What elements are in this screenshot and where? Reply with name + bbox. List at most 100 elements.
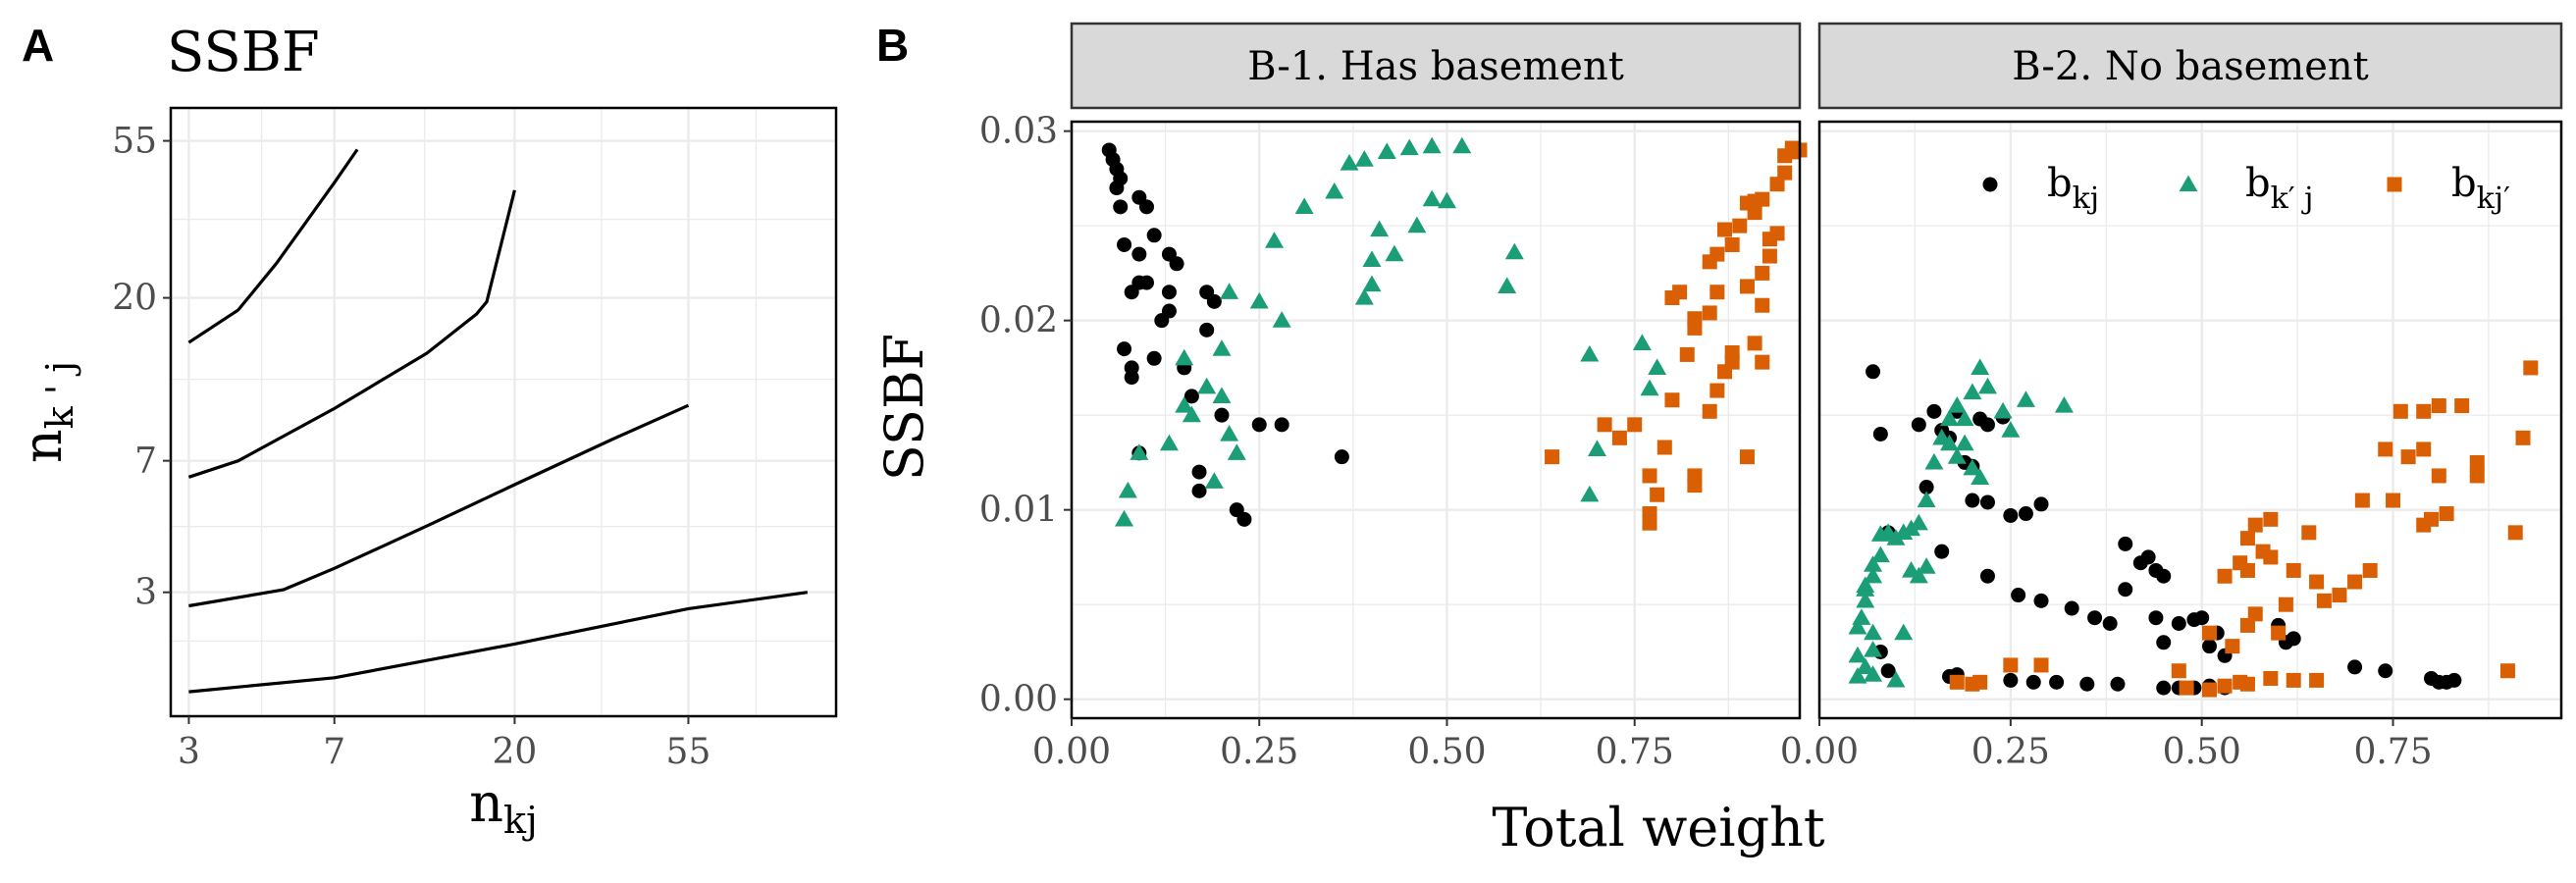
point-b_kj bbox=[2201, 639, 2217, 654]
panel-b-y-tick-label: 0.00 bbox=[979, 680, 1058, 720]
point-b_kj bbox=[2171, 615, 2186, 631]
panel-a-contour-4-line bbox=[187, 148, 359, 344]
point-b_kj_prime bbox=[1650, 487, 1665, 502]
point-b_kj bbox=[1113, 199, 1129, 215]
point-b_kj_prime bbox=[2271, 625, 2287, 641]
point-b_k_prime_j bbox=[1894, 623, 1914, 641]
point-b_k_prime_j bbox=[1272, 311, 1291, 328]
point-b_kj bbox=[2064, 600, 2079, 616]
legend-label-base: b bbox=[2451, 161, 2477, 206]
point-b_kj_prime bbox=[1732, 218, 1748, 234]
facet-x-tick-label: 0.50 bbox=[2163, 732, 2241, 772]
point-b_k_prime_j bbox=[1118, 481, 1137, 498]
point-b_kj_prime bbox=[1709, 383, 1725, 398]
point-b_kj_prime bbox=[1755, 354, 1770, 370]
point-b_kj_prime bbox=[2239, 562, 2255, 578]
point-b_kj_prime bbox=[2263, 670, 2279, 686]
point-b_k_prime_j bbox=[1197, 377, 1217, 394]
point-b_kj bbox=[2003, 672, 2019, 688]
legend-label-base: b bbox=[2245, 161, 2271, 206]
point-b_k_prime_j bbox=[1963, 383, 1982, 400]
legend-label-sub: kj′ bbox=[2477, 182, 2510, 216]
point-b_k_prime_j bbox=[1909, 513, 1928, 531]
point-b_k_prime_j bbox=[1354, 288, 1374, 305]
point-b_kj bbox=[2033, 593, 2049, 608]
point-b_k_prime_j bbox=[1648, 358, 1667, 376]
point-b_k_prime_j bbox=[1848, 646, 1867, 663]
point-b_kj_prime bbox=[1747, 336, 1762, 351]
facet-2-frame bbox=[1817, 120, 2563, 720]
point-b_kj_prime bbox=[1761, 248, 1777, 264]
panel-a-title: SSBF bbox=[167, 21, 320, 84]
point-b_kj_prime bbox=[1717, 222, 1733, 237]
point-b_kj_prime bbox=[2239, 676, 2255, 692]
facet-2: B-2. No basement 0.00 0.25 0.50 0.75 bbox=[1780, 22, 2563, 772]
point-b_kj_prime bbox=[2431, 398, 2446, 414]
point-b_kj_prime bbox=[2499, 663, 2515, 679]
point-b_k_prime_j bbox=[1175, 396, 1194, 413]
panel-a-x-axis-base: n bbox=[469, 772, 503, 834]
point-b_k_prime_j bbox=[2001, 421, 2021, 438]
point-b_kj bbox=[2446, 672, 2462, 688]
point-b_k_prime_j bbox=[1632, 334, 1652, 350]
point-b_kj bbox=[2049, 674, 2065, 690]
point-b_kj bbox=[1926, 403, 1942, 419]
point-b_k_prime_j bbox=[1587, 440, 1606, 457]
point-b_kj_prime bbox=[1724, 344, 1740, 360]
panel-a-tag: A bbox=[22, 20, 54, 71]
point-b_k_prime_j bbox=[1130, 443, 1149, 460]
point-b_kj_prime bbox=[2247, 517, 2263, 533]
point-b_kj bbox=[1965, 493, 1980, 508]
point-b_kj bbox=[1872, 426, 1888, 442]
panel-a-x-ticks: 3 7 20 55 bbox=[178, 716, 710, 772]
point-b_k_prime_j bbox=[1580, 485, 1600, 502]
point-b_kj_prime bbox=[2431, 468, 2446, 484]
facet-1-frame bbox=[1070, 120, 1802, 720]
point-b_kj_prime bbox=[1709, 285, 1725, 300]
point-b_kj bbox=[2003, 507, 2019, 523]
panel-a-x-tick-label: 20 bbox=[493, 732, 538, 772]
point-b_kj_prime bbox=[1642, 468, 1657, 484]
facet-x-tick-label: 0.25 bbox=[1971, 732, 2050, 772]
point-b_kj bbox=[2033, 496, 2049, 512]
point-b_k_prime_j bbox=[2016, 390, 2035, 407]
legend-label-base: b bbox=[2047, 161, 2073, 206]
point-b_kj_prime bbox=[1664, 392, 1680, 408]
panel-a-x-axis-sub: kj bbox=[503, 799, 538, 842]
point-b_kj_prime bbox=[2454, 398, 2470, 414]
point-b_kj_prime bbox=[2286, 672, 2301, 688]
point-b_kj_prime bbox=[2309, 574, 2325, 590]
point-b_k_prime_j bbox=[1852, 608, 1871, 625]
point-b_k_prime_j bbox=[1362, 275, 1382, 292]
panel-b-y-axis-title: SSBF bbox=[873, 334, 935, 481]
point-b_k_prime_j bbox=[1971, 358, 1990, 376]
point-b_kj_prime bbox=[1627, 417, 1643, 433]
point-b_kj bbox=[1979, 417, 1995, 433]
point-b_k_prime_j bbox=[1504, 242, 1524, 260]
panel-b-y-tick-label: 0.02 bbox=[979, 301, 1058, 341]
facet-x-tick-label: 0.00 bbox=[1780, 732, 1859, 772]
point-b_k_prime_j bbox=[1917, 491, 1936, 508]
facet-x-tick-label: 0.75 bbox=[1596, 732, 1674, 772]
point-b_k_prime_j bbox=[1971, 468, 1990, 485]
point-b_k_prime_j bbox=[1856, 657, 1875, 675]
point-b_kj bbox=[1979, 568, 1995, 584]
point-b_k_prime_j bbox=[1864, 566, 1883, 584]
panel-a-contour-2-line bbox=[188, 403, 690, 608]
point-b_k_prime_j bbox=[1159, 434, 1179, 451]
point-b_kj bbox=[2156, 635, 2172, 650]
point-b_k_prime_j bbox=[1452, 136, 1472, 154]
panel-b-y-ticks: 0.00 0.01 0.02 0.03 bbox=[979, 112, 1072, 720]
point-b_kj_prime bbox=[2469, 454, 2485, 470]
point-b_kj_prime bbox=[2386, 493, 2401, 508]
panel-b-legend: bkj bk′ j bkj′ bbox=[1982, 161, 2510, 216]
point-b_k_prime_j bbox=[1580, 344, 1600, 362]
point-b_k_prime_j bbox=[1848, 617, 1867, 635]
point-b_kj_prime bbox=[2439, 506, 2454, 522]
point-b_kj_prime bbox=[2332, 588, 2347, 603]
point-b_kj bbox=[1979, 494, 1995, 510]
point-b_kj bbox=[1919, 480, 1934, 495]
